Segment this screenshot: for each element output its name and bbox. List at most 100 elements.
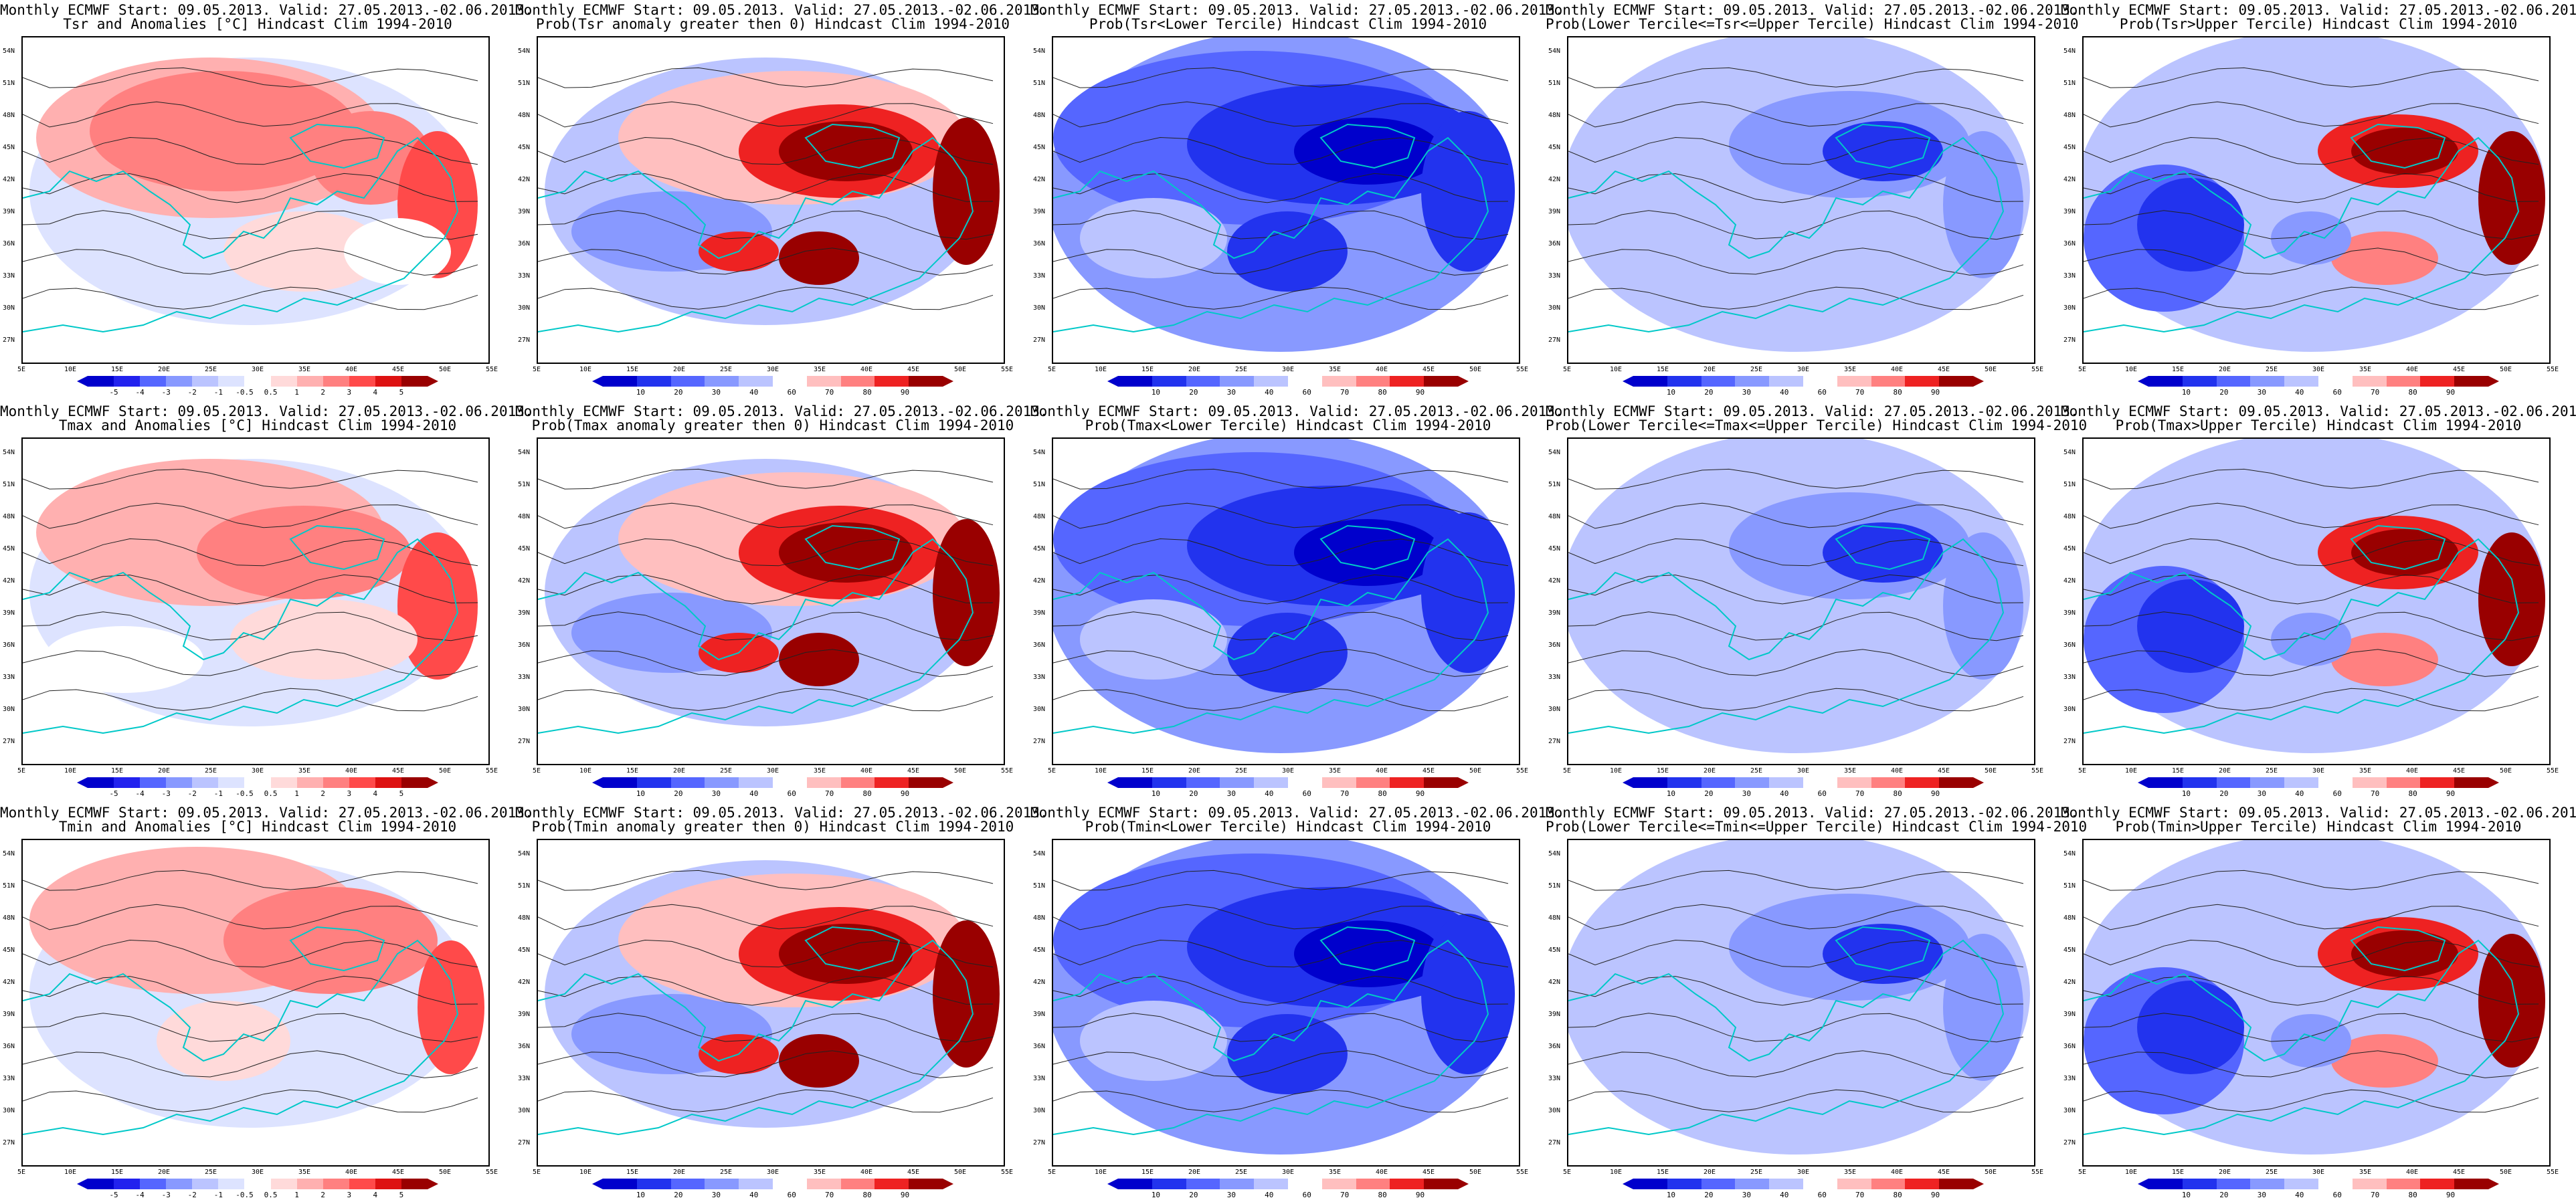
black-sea-outline bbox=[804, 926, 901, 972]
colorbar-low-arrow bbox=[1107, 376, 1118, 387]
lon-tick-label: 10E bbox=[579, 366, 592, 373]
lon-tick-label: 25E bbox=[205, 366, 217, 373]
lon-tick-label: 35E bbox=[298, 767, 311, 775]
colorbar-segment bbox=[166, 376, 193, 387]
colorbar-tick-label: 30 bbox=[1742, 789, 1751, 798]
coastline bbox=[23, 538, 459, 734]
lat-tick-label: 54N bbox=[518, 850, 531, 858]
colorbar-tick-label: 80 bbox=[1893, 789, 1902, 798]
colorbar-tick-label: 90 bbox=[1415, 789, 1425, 798]
lat-tick-label: 48N bbox=[518, 112, 531, 119]
lon-tick-label: 10E bbox=[64, 767, 77, 775]
lon-tick-label: 30E bbox=[767, 1169, 779, 1176]
colorbar-tick-label: 30 bbox=[711, 789, 721, 798]
colorbar-segment bbox=[296, 777, 323, 788]
lon-tick-label: 35E bbox=[1329, 767, 1342, 775]
colorbar-tick-label: 40 bbox=[1265, 388, 1274, 397]
lat-tick-label: 36N bbox=[1033, 240, 1046, 247]
lat-tick-label: 39N bbox=[3, 609, 15, 617]
panel-header: Monthly ECMWF Start: 09.05.2013. Valid: … bbox=[1546, 403, 2079, 419]
map-field bbox=[538, 439, 1004, 764]
colorbar-segment bbox=[2216, 376, 2251, 387]
contour-line bbox=[23, 538, 478, 567]
colorbar-tick-label: 90 bbox=[900, 388, 910, 397]
map-area bbox=[1567, 839, 2035, 1167]
colorbar-segment bbox=[1287, 376, 1322, 387]
panel-header: Monthly ECMWF Start: 09.05.2013. Valid: … bbox=[0, 2, 533, 18]
colorbar-tick-label: 90 bbox=[2446, 789, 2456, 798]
colorbar-tick-label: 60 bbox=[1302, 1191, 1311, 1199]
map-area bbox=[537, 36, 1005, 364]
colorbar-segment bbox=[88, 376, 114, 387]
colorbar-tick-label: 80 bbox=[862, 388, 872, 397]
colorbar-segment bbox=[636, 1179, 671, 1189]
lon-tick-label: 40E bbox=[860, 366, 873, 373]
lon-tick-label: 15E bbox=[111, 1169, 124, 1176]
shaded-region bbox=[1227, 1014, 1348, 1094]
colorbar-tick-label: 3 bbox=[347, 789, 352, 798]
contour-line bbox=[538, 939, 994, 968]
colorbar-tick-label: 30 bbox=[1226, 1191, 1236, 1199]
colorbar-segment bbox=[1356, 777, 1390, 788]
colorbar-segment bbox=[2454, 1179, 2488, 1189]
panel-header: Monthly ECMWF Start: 09.05.2013. Valid: … bbox=[1030, 2, 1564, 18]
lon-tick-label: 25E bbox=[2266, 767, 2278, 775]
lon-tick-label: 40E bbox=[2406, 767, 2419, 775]
colorbar-tick-label: 60 bbox=[2332, 388, 2342, 397]
colorbar-segment bbox=[2420, 1179, 2455, 1189]
black-sea-outline bbox=[2350, 524, 2446, 571]
colorbar-tick-label: 90 bbox=[1930, 789, 1940, 798]
lat-tick-label: 54N bbox=[1033, 850, 1046, 858]
colorbar-tick-label: 60 bbox=[2332, 1191, 2342, 1199]
colorbar-tick-label: 3 bbox=[347, 388, 352, 397]
colorbar bbox=[1107, 376, 1469, 387]
lon-tick-label: 20E bbox=[1704, 1169, 1716, 1176]
lon-tick-label: 35E bbox=[814, 366, 826, 373]
coastline bbox=[2084, 136, 2520, 333]
lon-tick-label: 55E bbox=[2031, 366, 2044, 373]
colorbar-segment bbox=[270, 1179, 297, 1189]
shaded-region bbox=[2137, 981, 2244, 1074]
colorbar-tick-label: -1 bbox=[213, 1191, 223, 1199]
colorbar-segment bbox=[2148, 1179, 2183, 1189]
shaded-region bbox=[1943, 934, 2023, 1081]
lon-tick-label: 20E bbox=[1188, 366, 1201, 373]
contour-line bbox=[538, 574, 994, 605]
colorbar-low-arrow bbox=[2138, 777, 2148, 788]
lon-tick-label: 55E bbox=[1001, 1169, 1014, 1176]
lon-tick-label: 15E bbox=[2172, 366, 2185, 373]
coastline bbox=[1053, 939, 1489, 1136]
colorbar-tick-label: 40 bbox=[1265, 1191, 1274, 1199]
colorbar-segment bbox=[1939, 376, 1973, 387]
lon-tick-label: 35E bbox=[298, 1169, 311, 1176]
colorbar-segment bbox=[1769, 1179, 1803, 1189]
lon-tick-label: 40E bbox=[345, 366, 358, 373]
lat-tick-label: 33N bbox=[2063, 1075, 2076, 1082]
lat-tick-label: 33N bbox=[3, 272, 15, 280]
lat-tick-label: 39N bbox=[1548, 208, 1561, 215]
colorbar-tick-label: 70 bbox=[825, 1191, 834, 1199]
lat-tick-label: 39N bbox=[518, 609, 531, 617]
colorbar-low-arrow bbox=[77, 777, 88, 788]
coastline bbox=[1568, 136, 2005, 333]
colorbar-segment bbox=[1356, 376, 1390, 387]
coastline bbox=[2084, 538, 2520, 734]
colorbar-tick-label: 40 bbox=[1780, 789, 1789, 798]
lat-tick-label: 33N bbox=[3, 1075, 15, 1082]
colorbar-high-arrow bbox=[2488, 777, 2499, 788]
colorbar-high-arrow bbox=[942, 376, 953, 387]
panel-header: Monthly ECMWF Start: 09.05.2013. Valid: … bbox=[2061, 2, 2576, 18]
lon-tick-label: 40E bbox=[2406, 366, 2419, 373]
contour-line bbox=[23, 1050, 478, 1078]
panel-header: Monthly ECMWF Start: 09.05.2013. Valid: … bbox=[515, 805, 1048, 821]
colorbar-tick-label: 40 bbox=[2295, 388, 2304, 397]
colorbar-segment bbox=[88, 1179, 114, 1189]
lon-tick-label: 45E bbox=[1938, 366, 1950, 373]
colorbar-tick-label: -4 bbox=[135, 388, 145, 397]
contour-line bbox=[538, 538, 994, 567]
contour-line bbox=[23, 468, 478, 490]
shaded-region bbox=[2478, 532, 2545, 666]
colorbar-tick-label: 10 bbox=[1666, 789, 1676, 798]
map-area bbox=[2082, 839, 2551, 1167]
colorbar-tick-label: 40 bbox=[749, 789, 759, 798]
